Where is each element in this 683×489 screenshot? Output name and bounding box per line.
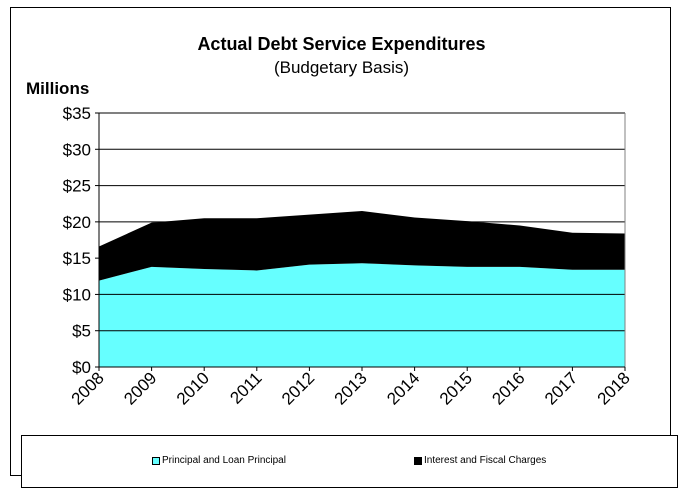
y-tick-label: $5: [72, 322, 91, 341]
y-tick-label: $35: [63, 104, 91, 123]
area-series-principal: [99, 263, 625, 367]
y-tick-label: $0: [72, 358, 91, 377]
x-tick-label: 2011: [226, 368, 265, 407]
x-tick-label: 2018: [594, 368, 634, 408]
chart-subtitle: (Budgetary Basis): [273, 58, 410, 77]
legend-swatch-principal: [152, 456, 160, 465]
legend-label-principal: Principal and Loan Principal: [162, 455, 286, 466]
y-tick-label: $15: [63, 249, 91, 268]
x-tick-label: 2016: [488, 368, 528, 408]
legend-swatch-interest: [414, 456, 422, 465]
legend-label-interest: Interest and Fiscal Charges: [424, 455, 547, 466]
area-series-interest: [99, 210, 625, 281]
x-tick-label: 2010: [173, 368, 213, 408]
legend-item-interest: Interest and Fiscal Charges: [414, 455, 546, 466]
legend-item-principal: Principal and Loan Principal: [152, 455, 286, 466]
y-tick-label: $10: [63, 285, 91, 304]
x-tick-label: 2017: [541, 368, 581, 408]
y-tick-label: $30: [63, 140, 91, 159]
x-tick-label: 2013: [331, 368, 371, 408]
legend: Principal and Loan Principal Interest an…: [21, 435, 678, 488]
x-tick-label: 2009: [120, 368, 160, 408]
x-tick-label: 2012: [278, 368, 318, 408]
x-tick-label: 2015: [436, 368, 476, 408]
chart-title: Actual Debt Service Expenditures: [197, 34, 486, 54]
y-tick-label: $25: [63, 177, 91, 196]
x-tick-label: 2014: [383, 368, 423, 408]
y-tick-label: $20: [63, 213, 91, 232]
y-axis-label: Millions: [26, 79, 90, 98]
